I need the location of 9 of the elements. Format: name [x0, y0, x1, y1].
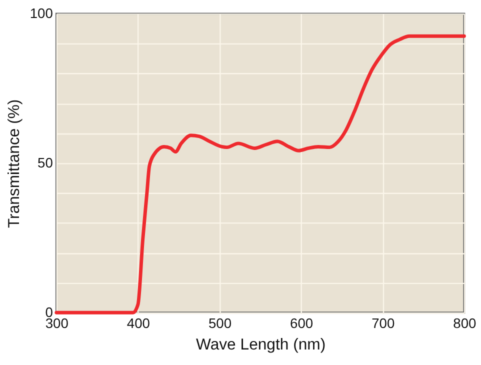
- x-tick-label: 400: [126, 314, 150, 331]
- y-axis-title: Transmittance (%): [6, 99, 23, 228]
- y-tick-label: 100: [30, 5, 54, 22]
- x-tick-label: 800: [453, 314, 477, 331]
- x-tick-label: 500: [208, 314, 232, 331]
- x-tick-label: 700: [372, 314, 395, 331]
- y-tick-label: 50: [38, 154, 54, 171]
- x-axis-title: Wave Length (nm): [196, 336, 326, 354]
- x-tick-label: 600: [290, 314, 314, 331]
